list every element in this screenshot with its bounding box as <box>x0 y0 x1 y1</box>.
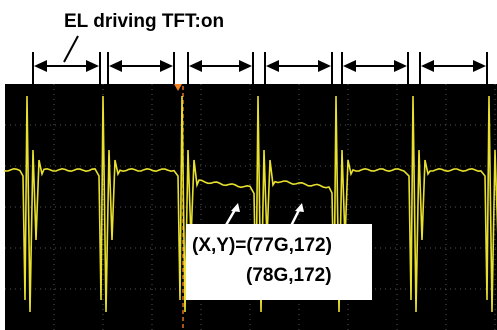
annotation-line: (78G,172) <box>246 265 332 286</box>
figure: EL driving TFT:on (X,Y)=(77G,172) (78G,1… <box>0 0 497 330</box>
title: EL driving TFT:on <box>64 11 224 32</box>
annotation-line: (X,Y)=(77G,172) <box>192 235 332 256</box>
